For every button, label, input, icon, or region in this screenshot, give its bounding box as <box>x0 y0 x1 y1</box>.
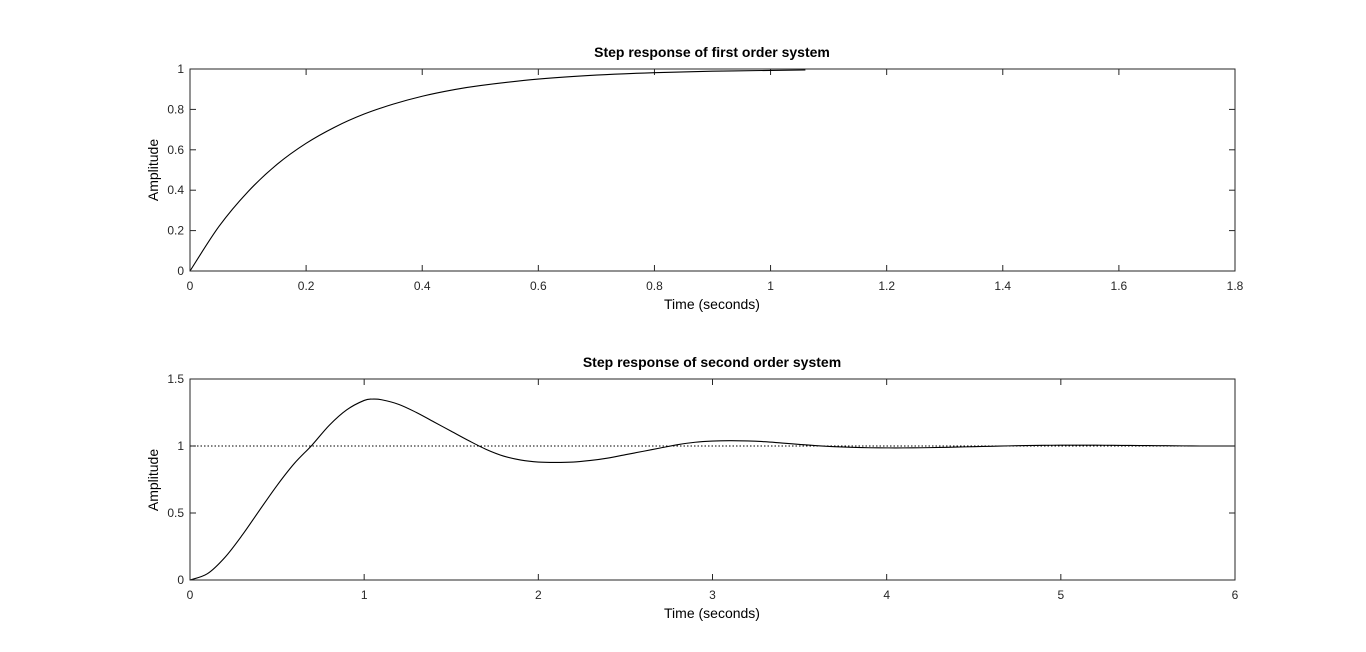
second-order-ticks: 0 1 2 3 4 5 6 0 0.5 1 1.5 <box>167 372 1238 602</box>
second-order-plot-frame <box>189 378 1236 581</box>
first-order-ticks: 0 0.2 0.4 0.6 0.8 1 1.2 1.4 1.6 1.8 0 0.2 0.4 0.6 0.8 1 <box>167 62 1243 293</box>
second-order-y-tick-label: 0 <box>177 573 184 587</box>
first-order-y-tick-label: 1 <box>177 62 184 76</box>
first-order-response-curve <box>189 69 806 272</box>
first-order-x-tick-label: 0.2 <box>298 279 315 293</box>
second-order-x-axis-label: Time (seconds) <box>664 605 760 621</box>
first-order-x-tick-label: 1 <box>767 279 774 293</box>
first-order-chart-title: Step response of first order system <box>594 44 830 60</box>
first-order-x-axis-label: Time (seconds) <box>664 296 760 312</box>
second-order-y-tick-label: 0.5 <box>167 506 184 520</box>
second-order-chart-title: Step response of second order system <box>583 354 841 370</box>
second-order-x-tick-label: 1 <box>361 588 368 602</box>
second-order-y-tick-label: 1 <box>177 439 184 453</box>
second-order-x-tick-label: 6 <box>1232 588 1239 602</box>
first-order-x-tick-label: 0.4 <box>414 279 431 293</box>
first-order-plot-frame <box>189 68 1236 272</box>
second-order-x-tick-label: 2 <box>535 588 542 602</box>
second-order-x-tick-label: 3 <box>709 588 716 602</box>
second-order-x-tick-label: 5 <box>1057 588 1064 602</box>
first-order-y-tick-label: 0.2 <box>167 224 184 238</box>
first-order-x-tick-label: 1.4 <box>994 279 1011 293</box>
second-order-x-tick-label: 0 <box>187 588 194 602</box>
second-order-step-response-axes: Step response of second order system Amp… <box>145 354 1239 621</box>
first-order-x-tick-label: 1.6 <box>1111 279 1128 293</box>
first-order-x-tick-label: 0.6 <box>530 279 547 293</box>
first-order-y-axis-label: Amplitude <box>145 139 161 201</box>
first-order-x-tick-label: 0 <box>187 279 194 293</box>
first-order-y-tick-label: 0.6 <box>167 143 184 157</box>
first-order-x-tick-label: 1.8 <box>1227 279 1244 293</box>
first-order-step-response-axes: Step response of first order system Ampl… <box>145 44 1244 312</box>
second-order-y-axis-label: Amplitude <box>145 449 161 511</box>
first-order-y-tick-label: 0 <box>177 264 184 278</box>
first-order-x-tick-label: 1.2 <box>878 279 895 293</box>
second-order-x-tick-label: 4 <box>883 588 890 602</box>
first-order-y-tick-label: 0.4 <box>167 183 184 197</box>
first-order-x-tick-label: 0.8 <box>646 279 663 293</box>
second-order-y-tick-label: 1.5 <box>167 372 184 386</box>
first-order-y-tick-label: 0.8 <box>167 102 184 116</box>
second-order-response-curve <box>189 398 1235 581</box>
